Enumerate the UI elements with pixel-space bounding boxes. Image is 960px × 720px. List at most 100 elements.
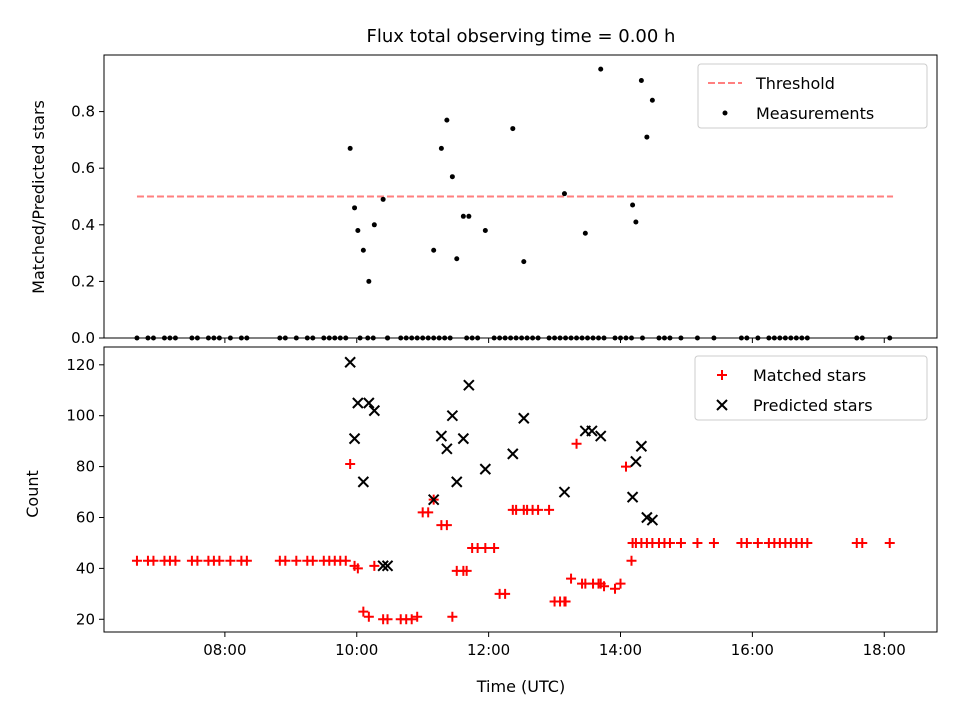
measurement-point bbox=[380, 196, 386, 202]
matched-star-point bbox=[566, 573, 577, 584]
measurement-point bbox=[521, 259, 527, 265]
bottom-panel-xlabel: Time (UTC) bbox=[476, 677, 565, 696]
bottom-panel-legend: Matched stars Predicted stars bbox=[694, 355, 928, 421]
matched-star-point bbox=[241, 555, 252, 566]
matched-star-point bbox=[131, 555, 142, 566]
matched-star-point bbox=[345, 459, 356, 470]
legend-swatch bbox=[716, 399, 728, 411]
matched-star-point bbox=[610, 583, 621, 594]
predicted-star-point bbox=[451, 476, 463, 488]
predicted-star-point bbox=[381, 560, 394, 572]
measurement-point bbox=[438, 145, 444, 151]
x-tick-label: 18:00 bbox=[863, 641, 906, 659]
x-tick-label: 10:00 bbox=[335, 641, 378, 659]
measurement-point bbox=[633, 219, 639, 225]
predicted-star-point bbox=[595, 430, 607, 442]
matched-star-point bbox=[692, 537, 703, 548]
matched-star-point bbox=[340, 555, 351, 566]
bottom-panel-yticks: 20 40 60 80 100 120 bbox=[66, 356, 104, 628]
matched-star-point bbox=[461, 565, 472, 576]
matched-star-point bbox=[148, 555, 159, 566]
predicted-star-point bbox=[558, 486, 571, 498]
y-tick-label: 60 bbox=[76, 508, 95, 526]
matched-star-point bbox=[752, 537, 763, 548]
predicted-star-point bbox=[363, 397, 375, 409]
matched-star-point bbox=[441, 520, 452, 531]
bottom-panel-marks bbox=[131, 356, 895, 625]
measurement-point bbox=[454, 256, 460, 262]
matched-star-point bbox=[363, 611, 374, 622]
matched-star-point bbox=[307, 555, 318, 566]
matched-star-point bbox=[352, 563, 363, 574]
matched-star-point bbox=[500, 588, 511, 599]
measurement-point bbox=[431, 247, 437, 253]
bottom-panel-frame bbox=[103, 346, 938, 633]
x-tick-label: 16:00 bbox=[731, 641, 774, 659]
matched-star-point bbox=[489, 543, 500, 554]
legend-label: Matched stars bbox=[753, 366, 866, 385]
y-tick-label: 40 bbox=[76, 559, 95, 577]
predicted-star-point bbox=[507, 448, 519, 460]
bottom-panel: Count Time (UTC) 20 40 60 80 100 120 08:00 10:… bbox=[23, 346, 938, 696]
top-panel-ylabel: Matched/Predicted stars bbox=[29, 100, 48, 294]
matched-star-point bbox=[480, 543, 491, 554]
legend-swatch bbox=[717, 370, 727, 380]
matched-star-point bbox=[382, 614, 393, 625]
measurement-point bbox=[466, 213, 472, 219]
predicted-star-point bbox=[457, 432, 470, 445]
predicted-star-point bbox=[446, 409, 459, 422]
legend-label: Measurements bbox=[756, 104, 874, 123]
legend-label: Threshold bbox=[755, 74, 835, 93]
predicted-star-point bbox=[630, 455, 642, 468]
top-panel-legend: Threshold Measurements bbox=[697, 63, 928, 129]
matched-star-point bbox=[447, 611, 458, 622]
y-tick-label: 0.8 bbox=[71, 103, 95, 121]
bottom-panel-xticks: 08:00 10:00 12:00 14:00 16:00 18:00 bbox=[203, 632, 906, 659]
measurement-point bbox=[649, 97, 655, 103]
y-tick-label: 100 bbox=[66, 407, 95, 425]
x-tick-label: 14:00 bbox=[599, 641, 642, 659]
measurement-point bbox=[352, 205, 358, 211]
measurement-point bbox=[371, 222, 377, 228]
matched-star-point bbox=[358, 606, 369, 617]
y-tick-label: 120 bbox=[66, 356, 95, 374]
predicted-star-point bbox=[377, 560, 389, 572]
predicted-star-point bbox=[626, 491, 639, 503]
matched-star-point bbox=[214, 555, 225, 566]
matched-star-point bbox=[708, 537, 719, 548]
matched-star-point bbox=[802, 537, 813, 548]
measurement-point bbox=[482, 227, 488, 233]
matched-star-point bbox=[544, 504, 555, 515]
matched-star-point bbox=[406, 614, 417, 625]
top-panel-title: Flux total observing time = 0.00 h bbox=[367, 26, 676, 47]
predicted-star-point bbox=[348, 432, 361, 445]
predicted-star-point bbox=[646, 514, 659, 526]
matched-star-point bbox=[741, 537, 752, 548]
top-panel: Flux total observing time = 0.00 h Match… bbox=[29, 26, 938, 347]
y-tick-label: 80 bbox=[76, 458, 95, 476]
legend-label: Predicted stars bbox=[753, 396, 873, 415]
measurement-point bbox=[510, 126, 516, 132]
measurement-point bbox=[638, 77, 644, 83]
matched-star-point bbox=[423, 507, 434, 518]
y-tick-label: 20 bbox=[76, 610, 95, 628]
x-tick-label: 08:00 bbox=[203, 641, 246, 659]
measurement-point bbox=[644, 134, 650, 140]
matched-star-point bbox=[620, 461, 631, 472]
measurement-point bbox=[598, 66, 604, 72]
predicted-star-point bbox=[463, 379, 475, 391]
predicted-star-point bbox=[518, 412, 530, 424]
predicted-star-point bbox=[344, 356, 356, 368]
y-tick-label: 0.4 bbox=[71, 216, 95, 234]
matched-star-point bbox=[664, 537, 675, 548]
measurement-point bbox=[630, 202, 636, 208]
measurement-point bbox=[366, 278, 372, 284]
predicted-star-point bbox=[441, 443, 453, 455]
matched-star-point bbox=[291, 555, 302, 566]
legend-swatch bbox=[722, 110, 728, 116]
top-panel-frame bbox=[103, 54, 938, 339]
measurement-point bbox=[582, 230, 588, 236]
measurement-point bbox=[449, 174, 455, 180]
matched-star-point bbox=[192, 555, 203, 566]
y-tick-label: 0.0 bbox=[71, 329, 95, 347]
